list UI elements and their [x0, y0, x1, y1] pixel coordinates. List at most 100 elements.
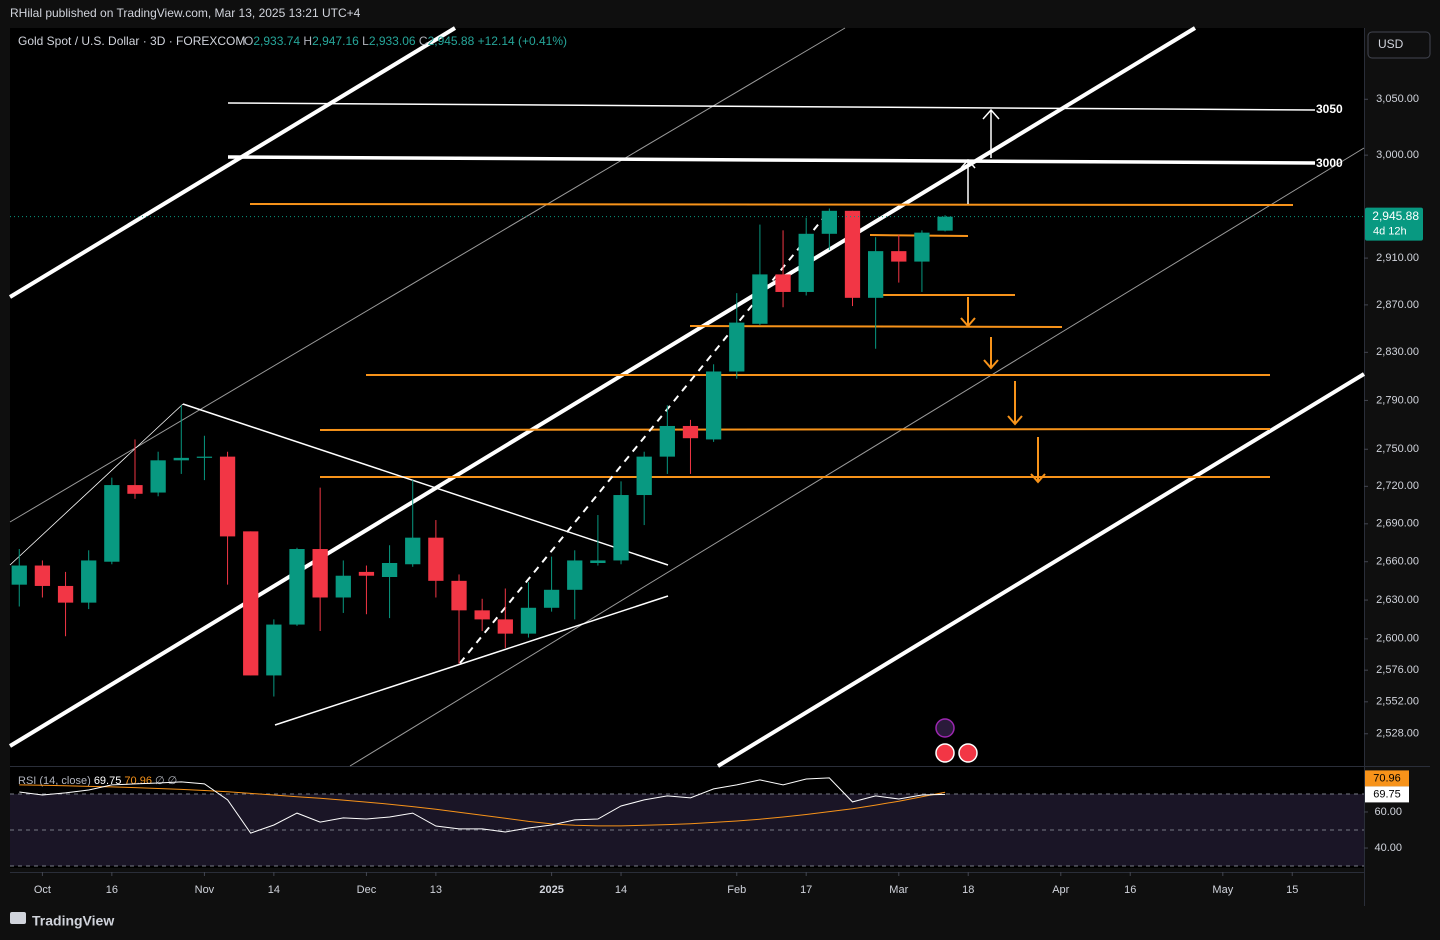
y-tick-label: 3,050.00	[1376, 93, 1419, 105]
candle-body	[775, 274, 791, 292]
y-tick-label: 2,690.00	[1376, 518, 1419, 530]
trend-line	[9, 403, 184, 566]
candle-body	[243, 531, 259, 676]
candle-body	[381, 562, 398, 578]
symbol-title: Gold Spot / U.S. Dollar · 3D · FOREXCOM	[18, 34, 245, 48]
x-tick-label: 13	[430, 884, 442, 896]
event-icon[interactable]	[935, 743, 955, 763]
rsi-ma-value: 70.96	[124, 775, 152, 787]
candle-body	[682, 425, 699, 439]
candle-body	[57, 585, 74, 603]
y-tick-label: 2,552.00	[1376, 696, 1419, 708]
candle-body	[867, 251, 884, 298]
brand-logo	[10, 912, 26, 924]
candle-body	[11, 565, 27, 585]
x-tick-label: Apr	[1052, 884, 1069, 896]
y-tick-label: 2,720.00	[1376, 480, 1419, 492]
candle-body	[104, 485, 120, 562]
candle-body	[127, 485, 143, 494]
arrow-down	[1030, 437, 1046, 484]
ohlc-legend: O2,933.74 H2,947.16 L2,933.06 C2,945.88 …	[244, 34, 567, 48]
x-tick-label: Feb	[727, 884, 746, 896]
rsi-line	[19, 777, 946, 834]
x-tick-label: Dec	[357, 884, 377, 896]
ohlc-key: H	[303, 34, 312, 48]
level-line	[227, 102, 1316, 111]
currency-button[interactable]	[1367, 31, 1431, 59]
ohlc-value: 2,933.06	[369, 34, 416, 48]
publisher-note: RHilal published on TradingView.com, Mar…	[10, 6, 361, 20]
arrow-up	[982, 108, 1000, 158]
rsi-ma-tag-label: 70.96	[1373, 772, 1401, 784]
candle-body	[705, 371, 722, 440]
channel-mid-line	[349, 147, 1365, 767]
event-icon[interactable]	[958, 743, 978, 763]
x-tick-label: 18	[962, 884, 974, 896]
candle-body	[312, 549, 328, 598]
ohlc-key: L	[362, 34, 369, 48]
candle-body	[567, 560, 583, 590]
channel-mid-line	[9, 27, 846, 523]
candle-body	[219, 456, 236, 537]
candle-body	[196, 456, 213, 458]
arrow-down	[983, 337, 999, 370]
price-tag-label: 2,945.88	[1372, 209, 1419, 223]
rsi-legend: RSI (14, close) 69.75 70.96 ∅ ∅	[18, 775, 177, 787]
candle-body	[428, 537, 444, 581]
trend-line-dashed	[459, 209, 831, 664]
rsi-tag-label: 69.75	[1373, 788, 1401, 800]
x-tick-label: 14	[615, 884, 627, 896]
plot-area	[10, 28, 1364, 868]
rsi-ma-line	[19, 784, 946, 827]
drawings: 3050 3000	[8, 26, 1366, 768]
candle-body	[914, 232, 930, 262]
level-annotation: 3050	[1316, 102, 1343, 116]
y-tick-label: 2,790.00	[1376, 394, 1419, 406]
candle-body	[613, 495, 629, 561]
y-tick-label: 2,750.00	[1376, 443, 1419, 455]
x-tick-label: Mar	[889, 884, 908, 896]
candle-body	[289, 549, 305, 625]
change: +12.14 (+0.41%)	[478, 34, 567, 48]
candle-body	[891, 251, 907, 262]
candle-body	[173, 457, 189, 461]
arrow-up	[960, 158, 976, 204]
trend-line	[274, 595, 669, 726]
rsi-value: 69.75	[94, 775, 122, 787]
y-tick-label: 2,830.00	[1376, 346, 1419, 358]
candle-body	[358, 571, 375, 576]
candle-body	[266, 624, 282, 676]
x-tick-label: 14	[268, 884, 280, 896]
candle-body	[636, 456, 652, 496]
candle-body	[590, 560, 606, 563]
channel-line	[716, 372, 1366, 768]
rsi-extra: ∅	[168, 775, 178, 787]
channel-line	[8, 26, 1197, 748]
currency-label[interactable]: USD	[1378, 37, 1404, 51]
price-tag	[1365, 207, 1423, 241]
candle-body	[937, 216, 953, 231]
ohlc-key: O	[244, 34, 253, 48]
level-line	[319, 428, 1271, 431]
candle-body	[798, 233, 814, 292]
ohlc-key: C	[419, 34, 428, 48]
price-tag-countdown: 4d 12h	[1373, 226, 1407, 238]
event-icon[interactable]	[935, 718, 955, 738]
ohlc-value: 2,933.74	[253, 34, 300, 48]
candle-body	[729, 322, 745, 372]
x-tick-label: 16	[1124, 884, 1136, 896]
level-line	[249, 203, 1294, 206]
rsi-y-tick-label: 60.00	[1374, 806, 1402, 818]
candle-body	[474, 610, 490, 620]
x-tick-label: Nov	[195, 884, 215, 896]
candle-body	[520, 607, 537, 634]
arrow-down	[960, 297, 976, 328]
candle-body	[821, 210, 837, 234]
rsi-tag	[1365, 786, 1409, 803]
rsi-ma-tag	[1365, 770, 1409, 787]
candle-body	[659, 425, 675, 457]
x-tick-label: 2025	[539, 884, 563, 896]
brand: TradingView	[32, 913, 114, 929]
candle-body	[451, 580, 467, 611]
